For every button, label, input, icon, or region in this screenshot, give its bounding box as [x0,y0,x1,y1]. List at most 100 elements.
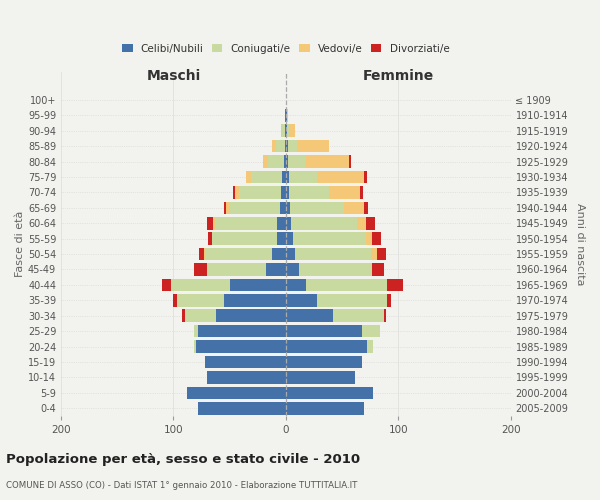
Bar [317,170,364,183]
Bar [207,217,213,230]
Bar [292,217,356,230]
Bar [362,325,380,338]
Bar [286,278,306,291]
Bar [286,325,362,338]
Bar [230,202,280,214]
Bar [277,217,286,230]
Bar [290,202,344,214]
Bar [281,124,283,137]
Bar [286,109,287,122]
Bar [333,310,383,322]
Bar [247,170,251,183]
Bar [224,294,286,306]
Bar [196,340,286,353]
Bar [289,170,317,183]
Bar [283,124,284,137]
Bar [360,186,364,198]
Bar [289,124,295,137]
Bar [194,263,207,276]
Legend: Celibi/Nubili, Coniugati/e, Vedovi/e, Divorziati/e: Celibi/Nubili, Coniugati/e, Vedovi/e, Di… [118,40,454,58]
Bar [286,371,355,384]
Bar [306,278,387,291]
Bar [365,217,374,230]
Text: COMUNE DI ASSO (CO) - Dati ISTAT 1° gennaio 2010 - Elaborazione TUTTITALIA.IT: COMUNE DI ASSO (CO) - Dati ISTAT 1° genn… [6,480,358,490]
Bar [162,278,171,291]
Bar [286,155,288,168]
Bar [187,386,286,399]
Bar [281,186,286,198]
Bar [373,263,383,276]
Bar [317,294,387,306]
Bar [387,294,391,306]
Bar [185,310,216,322]
Bar [284,109,286,122]
Bar [373,232,382,245]
Bar [272,248,286,260]
Bar [275,140,284,152]
Bar [286,340,367,353]
Bar [286,124,287,137]
Bar [286,232,293,245]
Bar [171,278,230,291]
Bar [286,386,373,399]
Bar [173,294,177,306]
Bar [194,340,196,353]
Bar [215,217,277,230]
Bar [371,248,377,260]
Bar [286,186,289,198]
Bar [207,371,286,384]
Bar [286,248,295,260]
Bar [383,310,386,322]
Bar [263,155,268,168]
Text: Femmine: Femmine [362,69,434,83]
Bar [266,263,286,276]
Bar [284,124,286,137]
Bar [377,248,386,260]
Bar [387,278,403,291]
Bar [297,140,329,152]
Bar [288,155,306,168]
Bar [205,356,286,368]
Bar [288,140,297,152]
Bar [239,186,281,198]
Bar [344,202,364,214]
Bar [365,232,373,245]
Bar [251,170,283,183]
Bar [286,402,364,414]
Bar [205,248,272,260]
Bar [207,263,266,276]
Bar [268,155,284,168]
Bar [286,356,362,368]
Bar [272,140,275,152]
Bar [235,186,239,198]
Bar [306,155,349,168]
Bar [356,217,365,230]
Bar [287,109,288,122]
Bar [194,325,198,338]
Bar [224,202,226,214]
Bar [208,232,212,245]
Bar [198,402,286,414]
Bar [226,202,230,214]
Text: Maschi: Maschi [146,69,200,83]
Bar [349,155,351,168]
Bar [277,232,286,245]
Bar [284,140,286,152]
Bar [216,310,286,322]
Bar [289,186,329,198]
Bar [286,217,292,230]
Bar [283,170,286,183]
Bar [212,232,277,245]
Y-axis label: Fasce di età: Fasce di età [15,211,25,277]
Bar [204,248,205,260]
Bar [177,294,224,306]
Text: Popolazione per età, sesso e stato civile - 2010: Popolazione per età, sesso e stato civil… [6,452,360,466]
Y-axis label: Anni di nascita: Anni di nascita [575,203,585,285]
Bar [299,263,373,276]
Bar [286,170,289,183]
Bar [233,186,235,198]
Bar [280,202,286,214]
Bar [287,124,289,137]
Bar [182,310,185,322]
Bar [286,310,333,322]
